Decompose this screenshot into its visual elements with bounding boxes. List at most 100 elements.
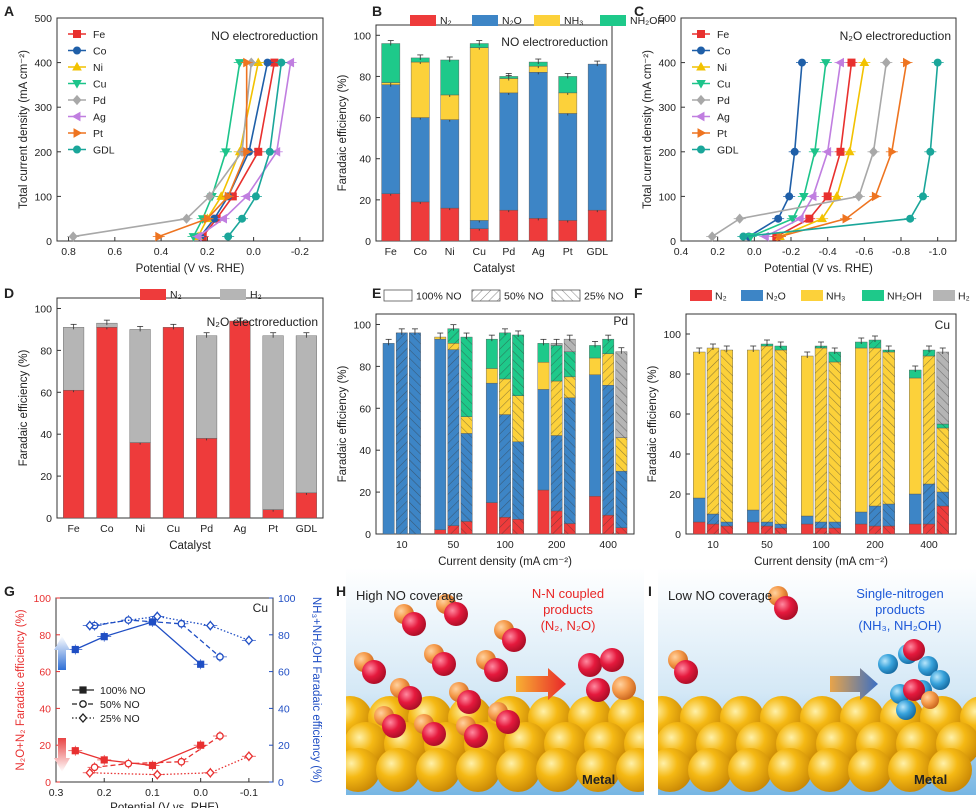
bar-NH2OH	[537, 343, 550, 363]
hydrogen-atom	[918, 656, 938, 676]
legend-label: Pt	[93, 128, 103, 140]
bar-N2	[295, 492, 317, 519]
x-tick-label: 400	[599, 539, 617, 551]
plot-frame	[680, 17, 957, 242]
legend-label: NH₂OH	[887, 291, 922, 303]
bar-N2	[528, 218, 548, 242]
x-axis-title: Current density (mA cm⁻²)	[438, 556, 572, 568]
x-tick-label: 0.3	[49, 787, 64, 799]
x-tick-label: 0.4	[674, 246, 689, 258]
panel-letter: E	[372, 285, 381, 301]
data-point	[265, 147, 274, 156]
data-point	[205, 191, 215, 202]
plot-frame	[56, 297, 324, 519]
legend-entry-Cu: Cu	[692, 79, 731, 91]
data-point	[197, 741, 205, 749]
bar-hatch	[869, 526, 881, 534]
bar-N2O	[747, 509, 760, 523]
y-axis-title-left: N₂O+N₂ Faradaic efficiency (%)	[15, 609, 27, 770]
bar-hatch	[447, 349, 460, 526]
bar-H2	[295, 335, 317, 494]
y-tick-label: 400	[34, 58, 52, 70]
y-tick-label-left: 20	[39, 740, 51, 752]
bar-N2	[909, 523, 922, 535]
series-left-diamond	[82, 751, 256, 780]
y-tick-label: 200	[658, 147, 676, 159]
data-point	[124, 759, 133, 768]
legend-entry-Fe: Fe	[692, 29, 729, 41]
legend-marker	[697, 46, 706, 55]
data-point	[798, 58, 807, 67]
bar-NH3	[440, 94, 460, 120]
data-point	[823, 192, 832, 201]
nitrogen-atom	[382, 714, 406, 738]
bar-hatch	[936, 506, 949, 534]
bar-NH2OH	[381, 43, 401, 83]
series-GDL	[737, 58, 944, 241]
y-tick-label-left: 100	[33, 593, 51, 605]
x-tick-label: -0.8	[892, 246, 910, 258]
legend-entry-Co: Co	[68, 46, 107, 58]
x-tick-label: 10	[707, 539, 719, 551]
y-tick-label: 60	[40, 387, 52, 399]
bar-hatch	[550, 510, 563, 534]
data-point	[85, 620, 95, 631]
legend-entry-NH2OH: NH₂OH	[600, 15, 665, 27]
bar-hatch	[499, 517, 511, 534]
bar-hatch	[602, 385, 614, 516]
data-point	[177, 757, 186, 766]
reaction-arrow	[830, 668, 878, 700]
products-title: Single-nitrogen	[856, 586, 943, 601]
bar-hatch	[615, 471, 628, 528]
data-point	[847, 58, 856, 67]
series-Cu	[744, 59, 832, 242]
x-tick-label: Pt	[268, 523, 278, 535]
y-tick-label: 100	[353, 30, 371, 42]
y-axis-title: Total current density (mA cm⁻²)	[642, 50, 654, 209]
legend-swatch	[472, 15, 498, 26]
legend-label: Cu	[717, 79, 731, 91]
legend-marker	[71, 111, 81, 122]
legend-entry-Ag: Ag	[68, 112, 106, 124]
bar-hatch	[774, 528, 787, 534]
bar-hatch	[720, 350, 733, 522]
data-point	[788, 215, 798, 224]
series-line	[89, 615, 250, 641]
coverage-label: High NO coverage	[356, 588, 463, 603]
legend-label: Ni	[93, 62, 103, 74]
series-line	[94, 735, 221, 768]
bar-N2O	[693, 497, 706, 523]
bar-N2O	[485, 382, 498, 503]
bar-NH3	[499, 78, 519, 94]
y-tick-label: 500	[34, 13, 52, 25]
legend-entry-Co: Co	[692, 46, 731, 58]
data-point	[903, 57, 912, 68]
x-tick-label: Fe	[385, 246, 397, 258]
metal-atom	[658, 748, 692, 792]
y-tick-label: 80	[40, 345, 52, 357]
bar-H2	[196, 335, 218, 439]
y-tick-label: 0	[46, 236, 52, 248]
legend-label: Co	[717, 46, 731, 58]
data-point	[795, 213, 804, 224]
legend-label: Co	[93, 46, 107, 58]
x-tick-label: 10	[396, 539, 408, 551]
legend-entry-Pt: Pt	[692, 128, 727, 140]
bar-N2	[96, 327, 118, 519]
bar-hatch	[564, 523, 576, 534]
bar-hatch	[707, 348, 719, 514]
x-tick-label: -0.4	[819, 246, 837, 258]
data-point	[216, 732, 224, 740]
panel-letter: D	[4, 285, 14, 301]
bar-NH3	[469, 47, 489, 221]
nitrogen-atom	[432, 652, 456, 676]
bar-NH3	[537, 361, 550, 390]
data-point	[810, 148, 820, 157]
metal-atom	[848, 748, 892, 792]
bar-hatch	[550, 345, 563, 382]
bar-hatch	[460, 521, 473, 534]
panel-H: H High NO coverage Metal N-N coupledproduct…	[336, 568, 644, 795]
hydrogen-atom	[878, 654, 898, 674]
y-axis-title-right: NH₃+NH₂OH Faradaic efficiency (%)	[310, 597, 322, 783]
